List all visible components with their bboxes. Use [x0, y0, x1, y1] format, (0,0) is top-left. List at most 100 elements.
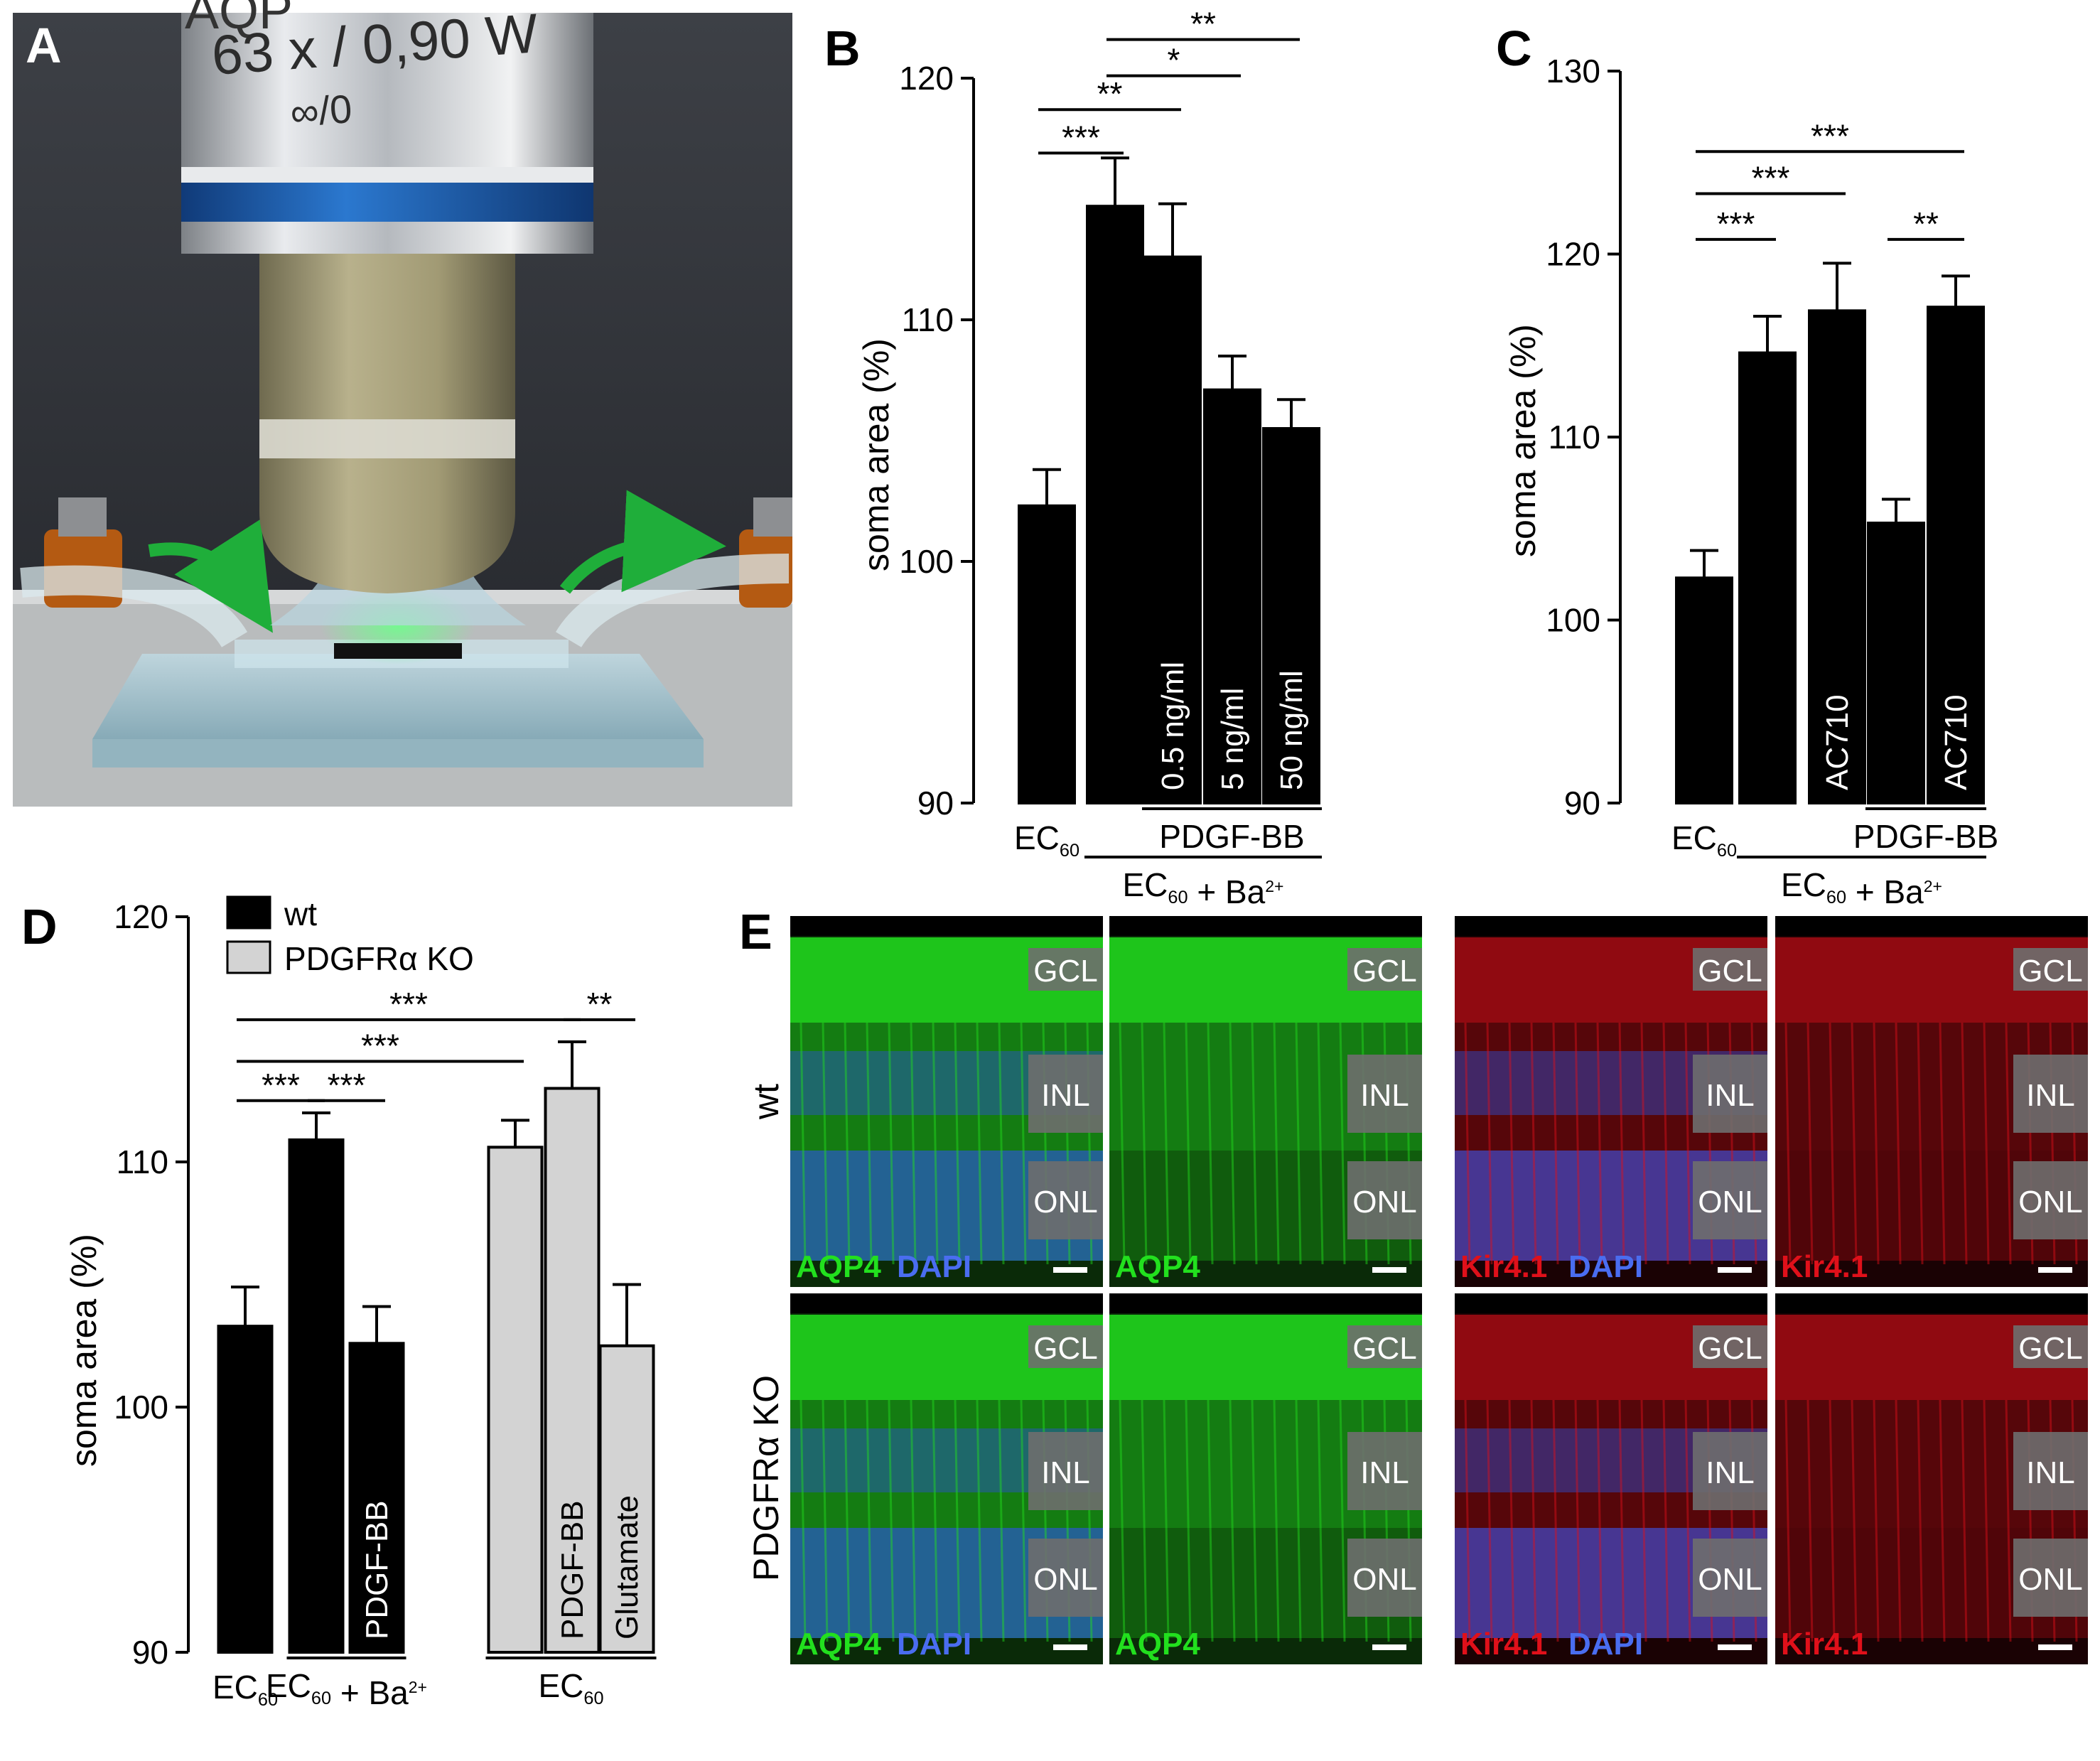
layer-box-onl	[1347, 1161, 1422, 1239]
chartD-bar-label: PDGF-BB	[555, 1500, 590, 1639]
stain-label-kir41: Kir4.1	[1460, 1627, 1547, 1662]
muller-fiber	[1917, 1022, 1924, 1265]
layer-box-onl	[1347, 1539, 1422, 1617]
layer-box-inl	[1347, 1432, 1422, 1510]
chartD-group-label: EC60 + Ba2+	[266, 1667, 427, 1711]
legend-swatch-ko	[226, 940, 271, 974]
layer-box-onl	[1693, 1539, 1767, 1617]
panel-b: B soma area (%) 90 100 110 120 0.5 ng/ml 5 ng…	[824, 6, 1322, 910]
chartB-bar	[1203, 388, 1261, 804]
panel-c-ylabel: soma area (%)	[1503, 324, 1543, 557]
chartB-sig-stars: ***	[1062, 119, 1100, 156]
muller-fiber	[1806, 1399, 1814, 1642]
chartC-sig-stars: ***	[1811, 117, 1849, 154]
stain-label-kir41: Kir4.1	[1781, 1249, 1868, 1284]
muller-fiber	[1185, 1399, 1192, 1642]
chartB-bar-label: 50 ng/ml	[1274, 670, 1309, 790]
muller-fiber	[2005, 1399, 2012, 1642]
stain-label-aqp4: AQP4	[1115, 1627, 1200, 1662]
muller-fiber	[1273, 1399, 1280, 1642]
layer-box-onl	[1028, 1161, 1103, 1239]
chartD-bar-label: PDGF-BB	[360, 1500, 394, 1639]
layer-label-gcl: GCL	[2018, 954, 2082, 989]
muller-fiber	[1961, 1399, 1968, 1642]
chartD-sig-stars: ***	[389, 986, 428, 1023]
layer-label-inl: INL	[1041, 1455, 1089, 1490]
muller-fiber	[1829, 1399, 1836, 1642]
muller-fiber	[1640, 1399, 1647, 1642]
chartC-sig-stars: **	[1913, 205, 1939, 242]
muller-fiber	[866, 1022, 873, 1265]
chartC-bar	[1867, 522, 1925, 805]
objective-barrel	[181, 13, 593, 173]
layer-box-onl	[1028, 1539, 1103, 1617]
outflow-arrow	[559, 490, 726, 594]
vitreous-edge	[1109, 1293, 1422, 1313]
muller-fiber	[1806, 1022, 1814, 1265]
objective-top-text: AQP	[185, 0, 293, 40]
muller-fiber	[954, 1022, 961, 1265]
chartC-ytick-label: 120	[1546, 236, 1600, 273]
layer-label-inl: INL	[1360, 1078, 1409, 1113]
chartD-bar	[348, 1342, 405, 1654]
layer-box-gcl	[1693, 1325, 1767, 1368]
chartB-bar	[1086, 205, 1144, 804]
scale-bar	[1718, 1644, 1752, 1650]
chartB-bar	[1018, 504, 1076, 804]
layer-label-gcl: GCL	[1033, 1331, 1097, 1366]
row-label-ko: PDGFRα KO	[746, 1375, 786, 1581]
chartD-sig-stars: ***	[328, 1067, 366, 1104]
scale-bar	[1718, 1267, 1752, 1273]
layer-label-gcl: GCL	[1352, 954, 1416, 989]
muller-fiber	[888, 1022, 895, 1265]
muller-fiber	[1640, 1022, 1647, 1265]
scale-bar	[1372, 1267, 1406, 1273]
chartB-xtick-label: EC60	[1014, 819, 1079, 861]
muller-fiber	[1339, 1022, 1346, 1265]
muller-fiber	[1185, 1022, 1192, 1265]
muller-fiber	[1983, 1022, 1990, 1265]
muller-fiber	[822, 1399, 829, 1642]
muller-fiber	[1464, 1399, 1471, 1642]
chartD-sig-stars: **	[587, 986, 613, 1023]
scale-bar	[1372, 1644, 1406, 1650]
vitreous-edge	[1775, 916, 2088, 936]
chartC-ytick-label: 90	[1564, 785, 1600, 822]
layer-box-gcl	[2013, 1325, 2088, 1368]
muller-fiber	[822, 1022, 829, 1265]
muller-fiber	[888, 1399, 895, 1642]
stain-label-dapi: DAPI	[1568, 1627, 1643, 1662]
muller-fiber	[1784, 1022, 1792, 1265]
muller-fiber	[1596, 1399, 1603, 1642]
muller-fiber	[998, 1022, 1005, 1265]
legend-label-wt: wt	[284, 895, 317, 932]
muller-fiber	[866, 1399, 873, 1642]
muller-fiber	[1141, 1399, 1148, 1642]
layer-label-inl: INL	[1706, 1455, 1754, 1490]
objective-tube-text: ∞/0	[289, 86, 353, 135]
muller-fiber	[1295, 1399, 1302, 1642]
inflow-arrow	[148, 519, 273, 633]
muller-fiber	[1939, 1399, 1946, 1642]
chartC-bar	[1927, 306, 1985, 804]
layer-label-onl: ONL	[1698, 1185, 1762, 1219]
muller-fiber	[1574, 1399, 1581, 1642]
muller-fiber	[1851, 1022, 1858, 1265]
muller-fiber	[1119, 1022, 1126, 1265]
chartD-group-label: EC60	[538, 1667, 603, 1708]
muller-fiber	[1207, 1399, 1214, 1642]
layer-label-onl: ONL	[1033, 1562, 1097, 1597]
layer-label-onl: ONL	[1698, 1562, 1762, 1597]
layer-label-gcl: GCL	[1698, 1331, 1762, 1366]
chartB-bar	[1143, 255, 1202, 805]
layer-label-gcl: GCL	[2018, 1331, 2082, 1366]
chartC-ytick-label: 110	[1549, 419, 1600, 456]
layer-box-inl	[1693, 1432, 1767, 1510]
muller-fiber	[1983, 1399, 1990, 1642]
muller-fiber	[1207, 1022, 1214, 1265]
chartB-sig-stars: **	[1190, 6, 1216, 43]
panel-c-letter: C	[1496, 21, 1532, 76]
muller-fiber	[998, 1399, 1005, 1642]
chartC-bar-label: AC710	[1939, 694, 1974, 790]
